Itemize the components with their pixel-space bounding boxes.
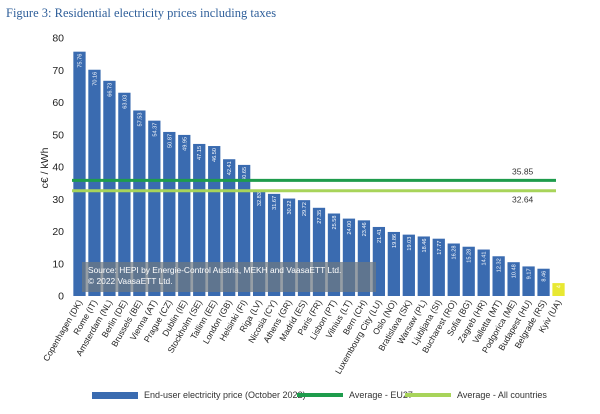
bar-value-label: 63.03 [122, 95, 128, 109]
bar-value-label: 24.00 [347, 221, 353, 235]
bar [477, 249, 490, 296]
bar-value-label: 50.87 [167, 134, 173, 148]
bar [537, 268, 550, 296]
bar [88, 69, 101, 296]
average-lines-group: 35.85 32.64 [72, 166, 556, 205]
bar-value-label: 9.17 [527, 268, 533, 279]
bar [148, 120, 161, 296]
source-line: Source: HEPI by Energie-Control Austria,… [88, 265, 342, 275]
bar-value-label: 47.15 [197, 146, 203, 160]
legend-item-all: Average - All countries [405, 390, 547, 400]
bar-value-label: 32.83 [257, 192, 263, 206]
bar [387, 231, 400, 296]
y-tick-label: 60 [52, 97, 64, 109]
x-axis-labels: Copenhagen (DK)Rome (IT)Amsterdam (NL)Be… [41, 298, 563, 376]
bar-value-label: 4 [557, 285, 563, 288]
legend-swatch-all [405, 393, 451, 397]
bar-value-label: 54.37 [152, 123, 158, 137]
y-tick-label: 10 [52, 258, 64, 270]
legend-label-bars: End-user electricity price (October 2022… [144, 390, 306, 400]
y-tick-label: 30 [52, 194, 64, 206]
bar-value-label: 70.16 [92, 72, 98, 86]
bar [522, 266, 535, 296]
bar [163, 131, 176, 296]
y-tick-label: 80 [52, 33, 64, 45]
bar-value-label: 30.22 [287, 201, 293, 215]
bar-value-label: 19.86 [392, 234, 398, 248]
bar [447, 243, 460, 296]
bar-value-label: 66.73 [107, 83, 113, 97]
eu27-average-label: 35.85 [512, 166, 534, 176]
bar-value-label: 46.50 [212, 148, 218, 162]
bar [178, 134, 191, 296]
y-tick-label: 0 [58, 291, 64, 303]
bar [133, 110, 146, 296]
bar-value-label: 31.67 [272, 196, 278, 210]
bar [402, 234, 415, 296]
bar [507, 262, 520, 296]
bar-value-label: 18.46 [422, 238, 428, 252]
bar-value-label: 14.41 [482, 252, 488, 266]
bar-value-label: 57.53 [137, 112, 143, 126]
y-axis-title: c€ / kWh [39, 147, 51, 188]
bar-value-label: 25.58 [332, 216, 338, 230]
bar [462, 246, 475, 296]
bar-value-label: 23.46 [362, 222, 368, 236]
bar [223, 159, 236, 296]
y-tick-label: 20 [52, 226, 64, 238]
bars-group [73, 51, 565, 297]
legend-item-bars: End-user electricity price (October 2022… [92, 390, 306, 400]
bar-value-label: 42.41 [227, 161, 233, 175]
legend-label-all: Average - All countries [457, 390, 547, 400]
bar [193, 143, 206, 296]
bar-value-label: 21.41 [377, 229, 383, 243]
bar [118, 92, 131, 297]
copyright-line: © 2022 VaasaETT Ltd. [88, 276, 173, 286]
source-note: Source: HEPI by Energie-Control Austria,… [82, 262, 376, 292]
bar [552, 283, 565, 296]
bar-value-label: 40.65 [242, 167, 248, 181]
bar-value-label: 29.72 [302, 202, 308, 216]
bar-value-label: 19.03 [407, 237, 413, 251]
bar [103, 80, 116, 297]
bar-value-label: 16.28 [452, 245, 458, 259]
bar-value-label: 27.35 [317, 210, 323, 224]
bar [73, 51, 86, 297]
legend: End-user electricity price (October 2022… [70, 390, 595, 404]
bar [492, 256, 505, 296]
bar [417, 236, 430, 296]
legend-item-eu27: Average - EU27 [297, 390, 413, 400]
bar-value-label: 75.76 [77, 54, 83, 68]
bar-value-label: 8.46 [542, 271, 548, 282]
bar [432, 238, 445, 296]
bar-value-label: 12.32 [497, 258, 503, 272]
y-tick-label: 50 [52, 129, 64, 141]
all-countries-average-label: 32.64 [512, 195, 534, 205]
bar-value-label: 15.28 [467, 249, 473, 263]
value-labels-group: 75.76 70.16 66.73 63.03 57.53 54.37 50.87 49.95… [77, 54, 562, 289]
y-tick-label: 40 [52, 162, 64, 174]
bar-value-label: 17.77 [437, 241, 443, 255]
bar [208, 146, 221, 296]
y-axis: 0 10 20 30 40 50 60 70 80 [52, 33, 64, 303]
y-tick-label: 70 [52, 65, 64, 77]
legend-swatch-eu27 [297, 393, 343, 397]
legend-swatch-bars [92, 391, 138, 399]
bar-value-label: 10.48 [512, 264, 518, 278]
figure-title: Figure 3: Residential electricity prices… [6, 6, 277, 20]
bar-value-label: 49.95 [182, 137, 188, 151]
legend-label-eu27: Average - EU27 [349, 390, 413, 400]
